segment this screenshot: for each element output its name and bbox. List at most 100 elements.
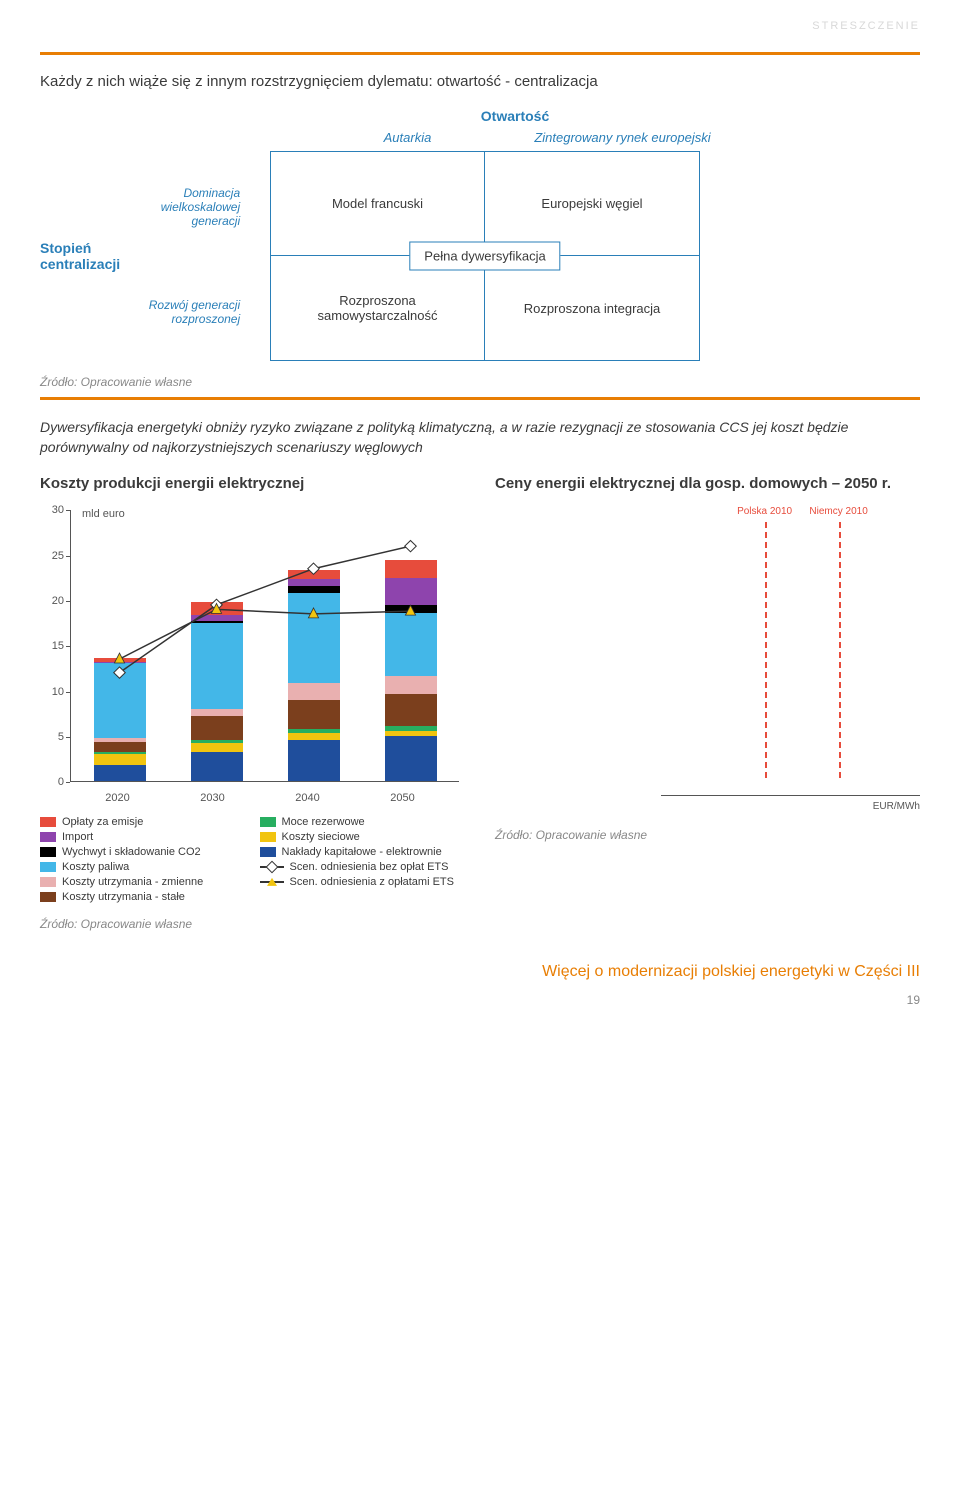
y-tick-label: 30 [40, 504, 64, 516]
y-tick-label: 5 [40, 731, 64, 743]
x-tick-label: 2040 [295, 792, 319, 804]
legend-item: Moce rezerwowe [260, 816, 466, 828]
legend-label: Koszty utrzymania - zmienne [62, 876, 203, 888]
footer-link[interactable]: Więcej o modernizacji polskiej energetyk… [40, 963, 920, 981]
legend-label: Koszty utrzymania - stałe [62, 891, 185, 903]
legend-line-icon [260, 866, 284, 868]
legend-swatch [40, 877, 56, 887]
matrix-cell: Rozproszona samowystarczalność [271, 256, 485, 360]
legend-label: Opłaty za emisje [62, 816, 143, 828]
price-chart: Ceny energii elektrycznej dla gosp. domo… [495, 475, 920, 939]
bar-segment [288, 740, 340, 781]
bar-segment [288, 579, 340, 586]
stacked-bar [385, 560, 437, 781]
legend-item: Import [40, 831, 246, 843]
bar-segment [385, 676, 437, 694]
legend-label: Wychwyt i składowanie CO2 [62, 846, 201, 858]
matrix-row-label: Rozwój generacji rozproszonej [120, 298, 250, 326]
bar-segment [288, 733, 340, 740]
legend-item: Koszty utrzymania - stałe [40, 891, 246, 903]
divider-orange [40, 397, 920, 400]
legend-label: Moce rezerwowe [282, 816, 365, 828]
matrix-cell: Model francuski [271, 152, 485, 256]
chart-plot-area [70, 510, 459, 782]
reference-line [765, 522, 767, 778]
bar-segment [191, 602, 243, 616]
bar-segment [385, 694, 437, 726]
bar-segment [191, 743, 243, 752]
source-note: Źródło: Opracowanie własne [495, 828, 920, 842]
bar-segment [385, 578, 437, 605]
matrix-side-label: Stopień centralizacji [40, 240, 120, 272]
bar-segment [288, 700, 340, 729]
legend-item: Wychwyt i składowanie CO2 [40, 846, 246, 858]
body-paragraph: Dywersyfikacja energetyki obniży ryzyko … [40, 418, 920, 457]
bar-segment [191, 709, 243, 716]
bar-segment [94, 754, 146, 765]
stacked-bar [94, 658, 146, 781]
bar-segment [288, 683, 340, 699]
legend-item: Scen. odniesienia z opłatami ETS [260, 876, 466, 888]
reference-label: Niemcy 2010 [809, 506, 867, 517]
stacked-bar [191, 602, 243, 781]
bar-segment [94, 663, 146, 737]
x-tick-label: 2020 [105, 792, 129, 804]
legend-swatch [40, 862, 56, 872]
legend-label: Scen. odniesienia bez opłat ETS [290, 861, 449, 873]
matrix-top-label: Otwartość [300, 108, 730, 124]
matrix-col-label: Zintegrowany rynek europejski [515, 130, 730, 145]
intro-text: Każdy z nich wiąże się z innym rozstrzyg… [40, 73, 920, 90]
bar-segment [385, 736, 437, 781]
bar-segment [191, 752, 243, 781]
legend-item: Scen. odniesienia bez opłat ETS [260, 861, 466, 873]
bar-segment [191, 716, 243, 740]
legend-item: Nakłady kapitałowe - elektrownie [260, 846, 466, 858]
legend-swatch [40, 847, 56, 857]
legend-label: Koszty paliwa [62, 861, 129, 873]
legend-item: Koszty utrzymania - zmienne [40, 876, 246, 888]
legend-item: Opłaty za emisje [40, 816, 246, 828]
bar-segment [288, 593, 340, 684]
x-tick-label: 2050 [390, 792, 414, 804]
bar-segment [288, 570, 340, 579]
y-tick-label: 10 [40, 686, 64, 698]
matrix-center: Pełna dywersyfikacja [409, 242, 560, 271]
legend-item: Koszty paliwa [40, 861, 246, 873]
legend-swatch [260, 847, 276, 857]
chart-title: Ceny energii elektrycznej dla gosp. domo… [495, 475, 920, 492]
legend-label: Koszty sieciowe [282, 831, 360, 843]
legend-swatch [40, 832, 56, 842]
legend-label: Nakłady kapitałowe - elektrownie [282, 846, 442, 858]
bar-segment [385, 560, 437, 578]
matrix-grid: Model francuski Europejski węgiel Rozpro… [270, 151, 700, 361]
section-tag: STRESZCZENIE [40, 20, 920, 32]
y-tick-label: 20 [40, 595, 64, 607]
matrix-col-label: Autarkia [300, 130, 515, 145]
x-unit: EUR/MWh [873, 801, 920, 812]
matrix-cell: Europejski węgiel [485, 152, 699, 256]
legend-swatch [40, 817, 56, 827]
bar-segment [385, 613, 437, 676]
reference-line [839, 522, 841, 778]
bar-segment [94, 765, 146, 781]
bar-segment [191, 623, 243, 709]
x-tick-label: 2030 [200, 792, 224, 804]
legend-label: Scen. odniesienia z opłatami ETS [290, 876, 454, 888]
legend-item: Koszty sieciowe [260, 831, 466, 843]
y-tick-label: 25 [40, 550, 64, 562]
bar-segment [94, 742, 146, 752]
legend-swatch [40, 892, 56, 902]
legend-swatch [260, 817, 276, 827]
y-tick-label: 15 [40, 640, 64, 652]
matrix-row-label: Dominacja wielkoskalowej generacji [120, 186, 250, 228]
reference-label: Polska 2010 [737, 506, 792, 517]
bar-segment [385, 605, 437, 612]
legend-swatch [260, 832, 276, 842]
chart-legend: Opłaty za emisje Moce rezerwowe Import Kosz… [40, 816, 465, 903]
matrix-diagram: Otwartość Autarkia Zintegrowany rynek eu… [40, 108, 920, 361]
stacked-bar [288, 570, 340, 781]
chart-title: Koszty produkcji energii elektrycznej [40, 475, 465, 492]
cost-chart: Koszty produkcji energii elektrycznej 05… [40, 475, 465, 939]
page-number: 19 [40, 993, 920, 1007]
source-note: Źródło: Opracowanie własne [40, 375, 920, 389]
